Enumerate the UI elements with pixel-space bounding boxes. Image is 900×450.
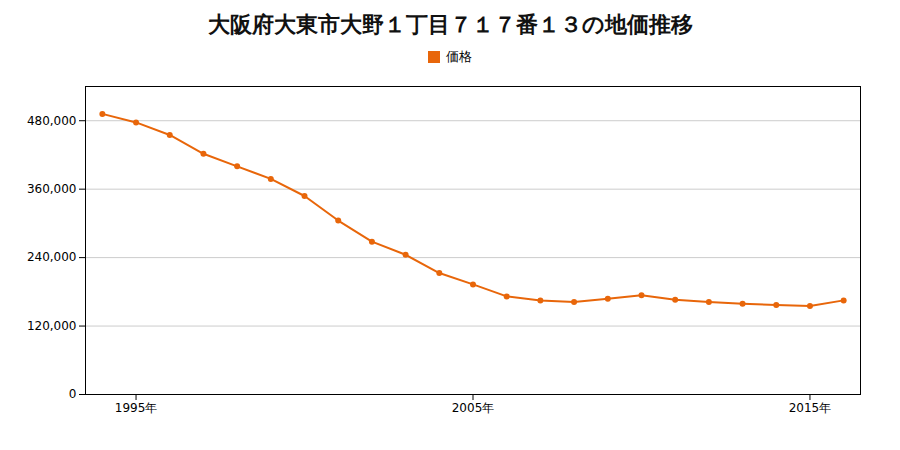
svg-text:360,000: 360,000 <box>27 182 77 196</box>
svg-text:2015年: 2015年 <box>789 401 832 415</box>
html-text:大阪府大東市大野１丁目７１７番１３の地価推移: 大阪府大東市大野１丁目７１７番１３の地価推移 <box>207 12 693 37</box>
svg-text:120,000: 120,000 <box>27 319 77 333</box>
svg-text:0: 0 <box>69 387 77 401</box>
svg-text:480,000: 480,000 <box>27 114 77 128</box>
svg-text:240,000: 240,000 <box>27 250 77 264</box>
svg-text:1995年: 1995年 <box>115 401 158 415</box>
svg-text:2005年: 2005年 <box>452 401 495 415</box>
html-text:価格: 価格 <box>446 49 472 64</box>
